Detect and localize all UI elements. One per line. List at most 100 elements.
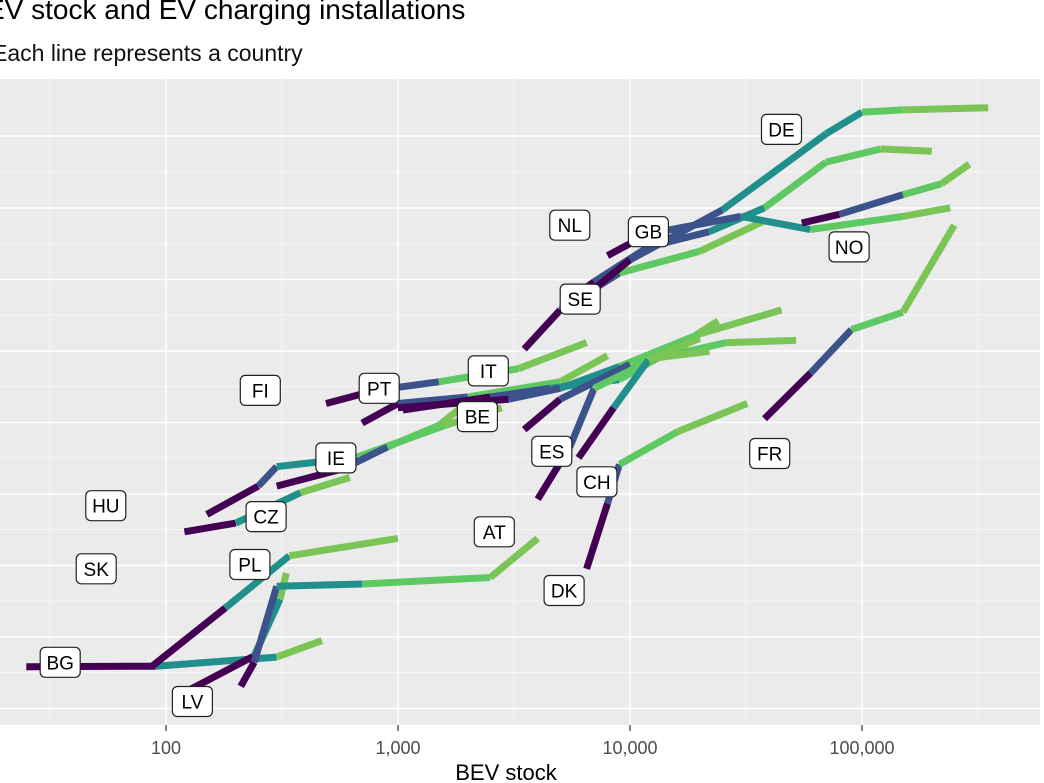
label-text: NL bbox=[558, 216, 582, 237]
country-lines bbox=[26, 104, 989, 701]
label-lv: LV bbox=[171, 685, 213, 718]
series-segment-es bbox=[521, 396, 563, 433]
series-segment-fr bbox=[899, 223, 958, 314]
series-segment-no bbox=[901, 180, 943, 199]
series-segment-pl bbox=[361, 574, 491, 588]
label-text: IT bbox=[480, 362, 497, 383]
label-ch: CH bbox=[576, 466, 618, 498]
label-box bbox=[358, 372, 400, 404]
label-at: AT bbox=[473, 516, 515, 548]
series-segment-gb bbox=[902, 204, 951, 220]
x-tick-label: 10,000 bbox=[602, 738, 657, 758]
label-dk: DK bbox=[543, 574, 585, 607]
x-axis-title: BEV stock bbox=[455, 760, 557, 783]
label-text: DK bbox=[551, 582, 578, 603]
label-text: AT bbox=[483, 523, 506, 544]
label-it: IT bbox=[467, 355, 509, 387]
series-no bbox=[801, 161, 972, 227]
label-text: GB bbox=[635, 223, 662, 244]
label-hu: HU bbox=[85, 490, 127, 522]
label-box bbox=[749, 437, 791, 470]
series-segment-sk bbox=[222, 553, 292, 611]
series-it bbox=[397, 306, 783, 412]
series-segment-pt bbox=[397, 393, 469, 407]
series-segment-es bbox=[558, 361, 632, 403]
label-text: HU bbox=[92, 497, 119, 518]
label-text: DE bbox=[768, 120, 794, 141]
series-sk bbox=[150, 534, 399, 669]
series-segment-gb bbox=[740, 212, 812, 233]
label-box bbox=[315, 442, 357, 474]
label-ie: IE bbox=[315, 442, 357, 474]
label-pt: PT bbox=[358, 372, 400, 404]
label-box bbox=[229, 548, 271, 581]
series-segment-se bbox=[618, 247, 701, 277]
series-pl bbox=[237, 535, 540, 689]
label-box bbox=[559, 283, 601, 315]
series-segment-se bbox=[698, 217, 766, 255]
label-box bbox=[531, 435, 573, 467]
series-segment-es bbox=[726, 336, 797, 347]
label-box bbox=[473, 516, 515, 548]
label-text: PL bbox=[238, 556, 261, 577]
label-text: NO bbox=[835, 238, 864, 259]
label-es: ES bbox=[531, 435, 573, 467]
label-bg: BG bbox=[39, 646, 81, 678]
series-pt bbox=[360, 352, 610, 427]
series-fr bbox=[762, 223, 958, 422]
x-tick-label: 100,000 bbox=[829, 738, 894, 758]
label-box bbox=[828, 231, 870, 263]
series-segment-sk bbox=[150, 605, 228, 669]
label-text: CZ bbox=[253, 508, 279, 529]
series-segment-ch bbox=[676, 400, 749, 436]
series-segment-it bbox=[397, 395, 509, 412]
label-nl: NL bbox=[549, 209, 591, 241]
label-se: SE bbox=[559, 283, 601, 315]
series-segment-pt bbox=[360, 400, 400, 427]
label-text: FR bbox=[757, 445, 782, 466]
series-segment-it bbox=[558, 363, 621, 392]
series-segment-dk bbox=[647, 335, 702, 364]
series-segment-pt bbox=[467, 378, 561, 401]
chart-subtitle: Each line represents a country bbox=[0, 40, 303, 66]
series-segment-it bbox=[698, 306, 783, 338]
series-segment-ch bbox=[583, 502, 611, 570]
label-box bbox=[627, 216, 670, 248]
series-segment-de bbox=[628, 206, 724, 263]
label-text: SE bbox=[568, 290, 593, 311]
series-segment-cz bbox=[205, 483, 260, 518]
series-segment-no bbox=[838, 191, 904, 218]
series-segment-pt bbox=[558, 352, 610, 385]
label-box bbox=[85, 490, 127, 522]
series-segment-pl bbox=[237, 660, 258, 689]
label-box bbox=[760, 113, 803, 146]
label-box bbox=[576, 466, 618, 498]
label-text: SK bbox=[84, 560, 110, 581]
series-segment-nl bbox=[825, 145, 882, 166]
label-fi: FI bbox=[239, 374, 281, 406]
label-pl: PL bbox=[229, 548, 271, 581]
series-segment-de bbox=[720, 130, 829, 213]
series-segment-se bbox=[521, 307, 563, 352]
series-segment-fr bbox=[850, 308, 905, 333]
label-no: NO bbox=[828, 231, 870, 263]
label-box bbox=[467, 355, 509, 387]
label-box bbox=[543, 574, 585, 607]
x-tick-label: 100 bbox=[151, 738, 181, 758]
series-segment-nl bbox=[880, 145, 932, 155]
label-box bbox=[456, 401, 498, 433]
plot-panel bbox=[0, 79, 1040, 725]
label-text: BG bbox=[46, 653, 73, 674]
series-segment-fr bbox=[807, 327, 854, 376]
series-segment-pl bbox=[488, 535, 540, 581]
series-segment-dk bbox=[575, 405, 617, 460]
label-box bbox=[549, 209, 591, 241]
series-segment-nl bbox=[762, 159, 829, 211]
label-text: PT bbox=[367, 379, 392, 400]
series-segment-de bbox=[861, 106, 904, 116]
label-box bbox=[171, 685, 213, 718]
series-segment-de bbox=[824, 109, 864, 137]
series-segment-pl bbox=[250, 585, 281, 664]
series-segment-no bbox=[801, 210, 841, 227]
